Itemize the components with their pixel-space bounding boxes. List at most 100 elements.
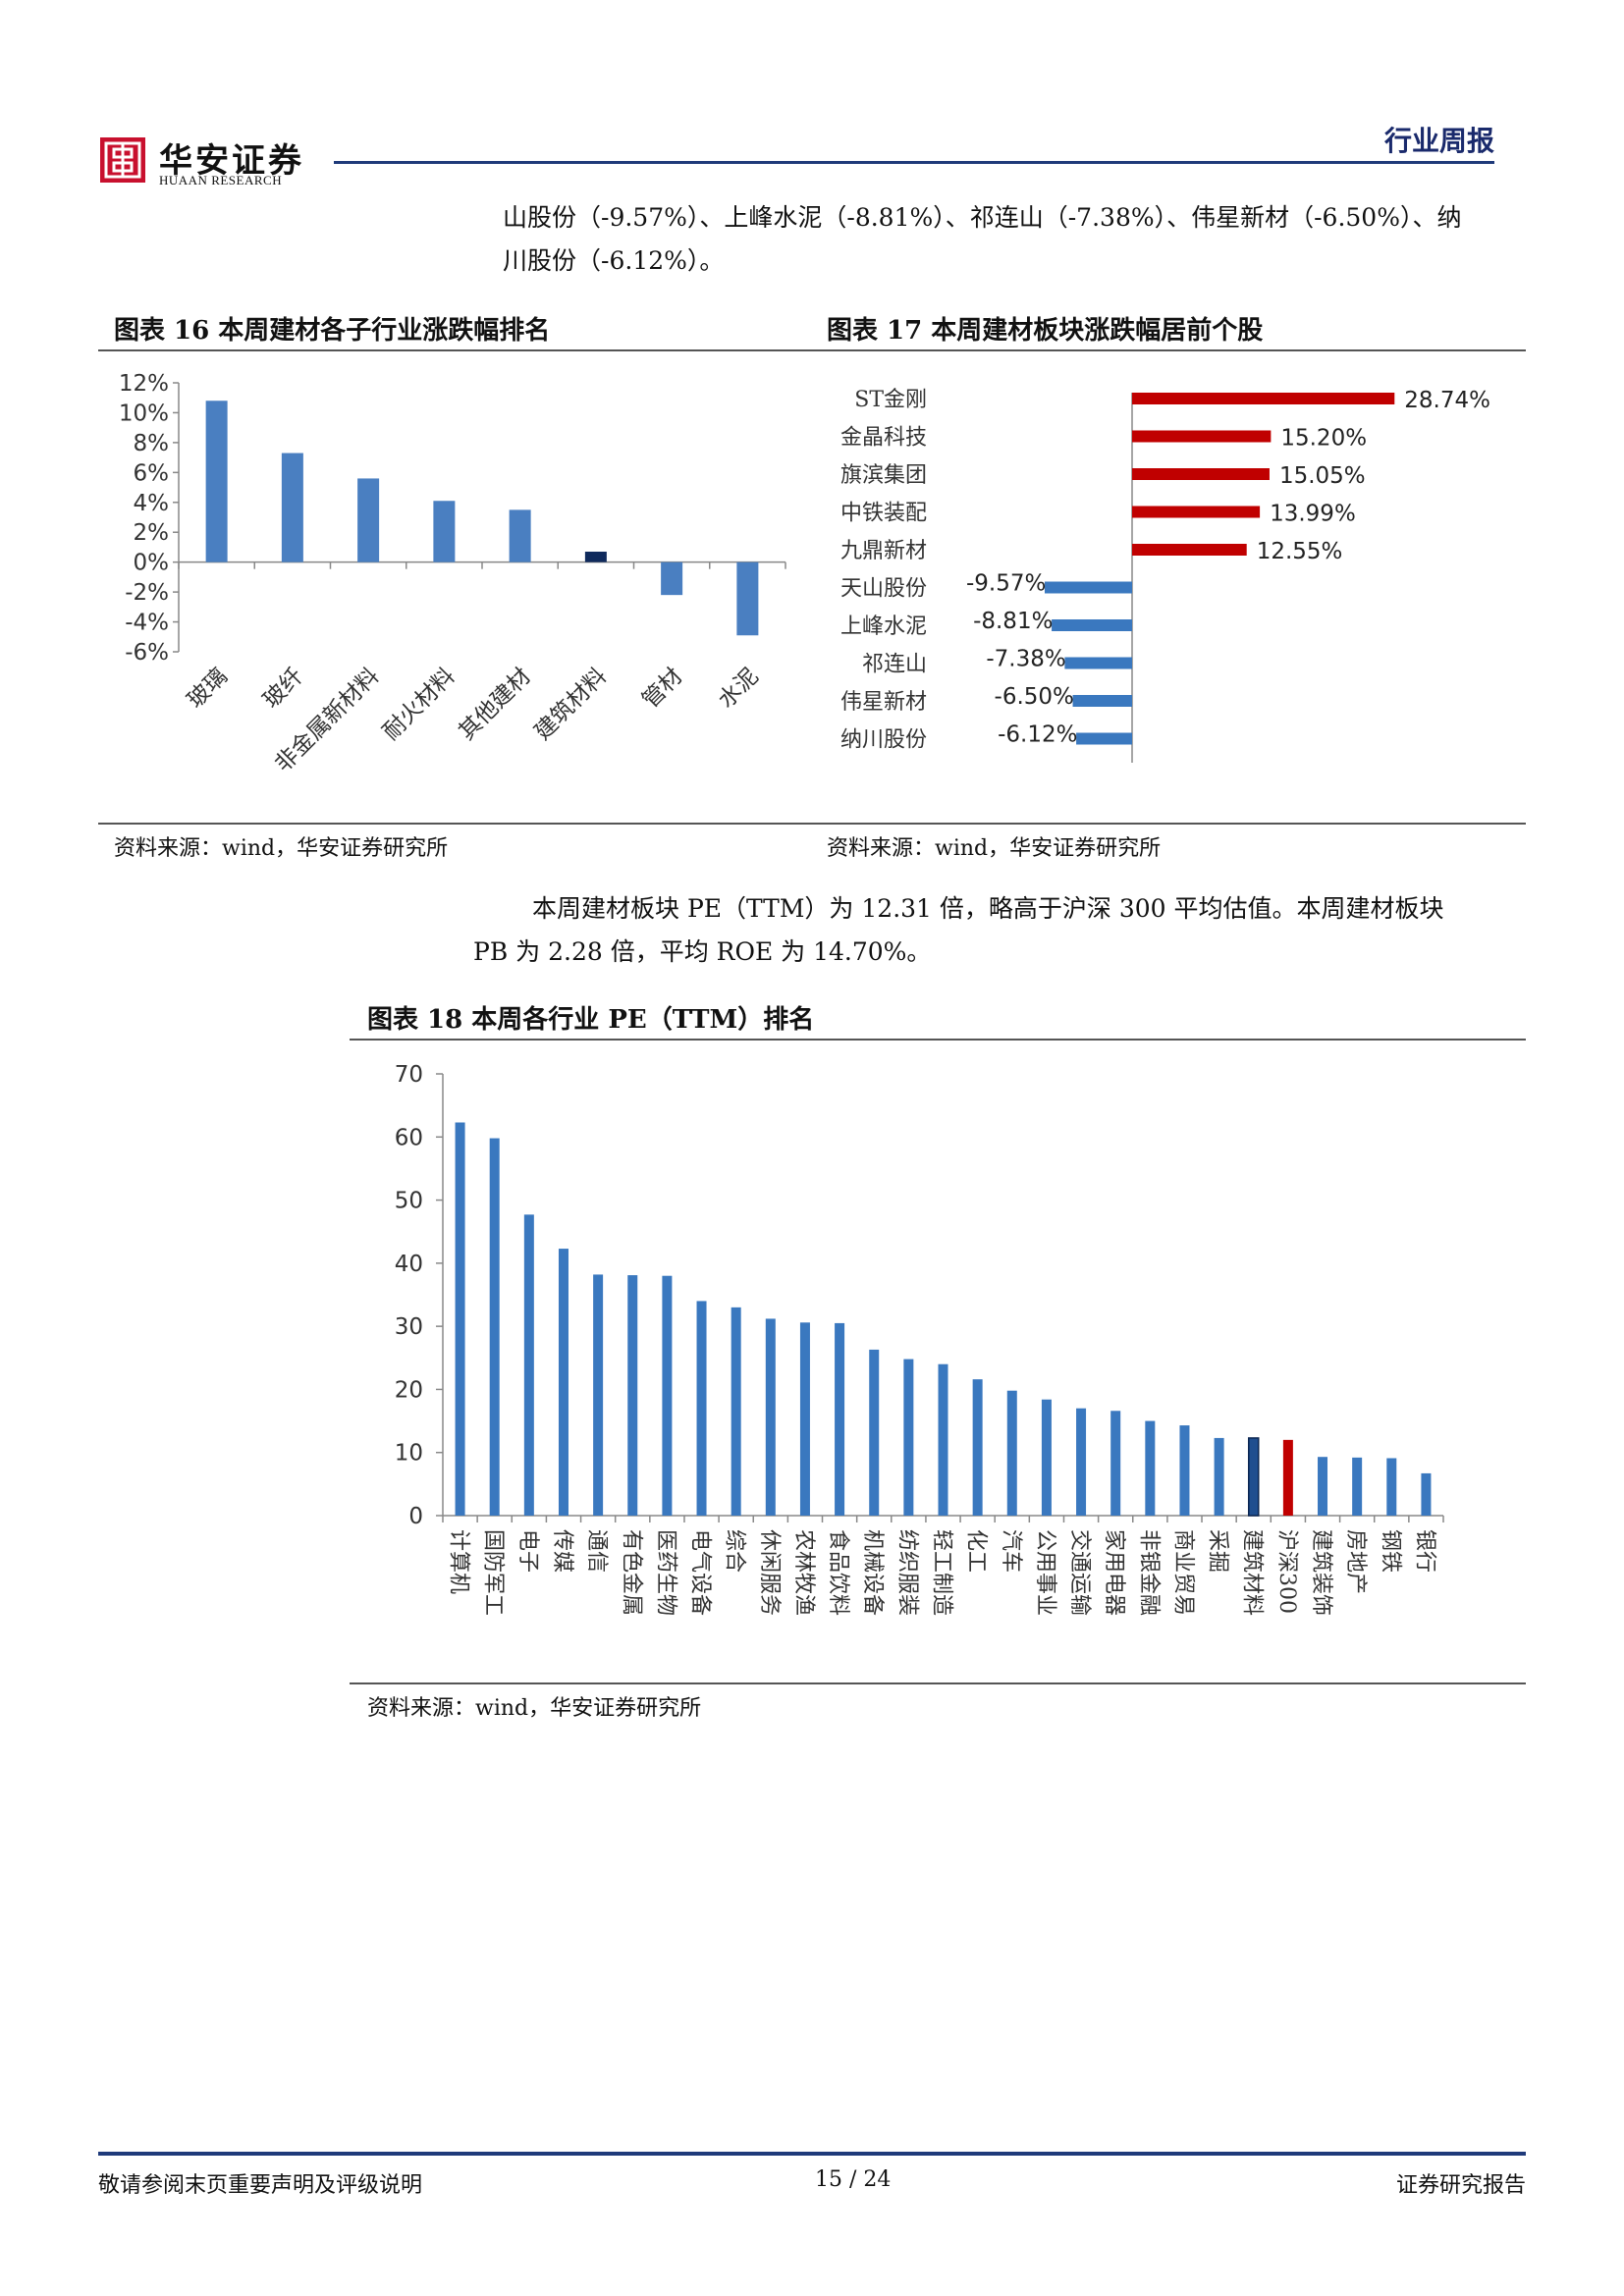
fig17-value-label: -9.57% bbox=[966, 571, 1046, 597]
fig17-bar bbox=[1132, 430, 1272, 443]
fig17-category-label: 金晶科技 bbox=[840, 426, 927, 451]
fig18-bar bbox=[1318, 1457, 1328, 1516]
fig16-source: 资料来源：wind，华安证券研究所 bbox=[114, 836, 449, 861]
fig18-bar bbox=[662, 1275, 673, 1516]
fig17-bar bbox=[1064, 657, 1132, 669]
fig18-bar bbox=[1179, 1425, 1190, 1516]
fig18-bar bbox=[523, 1214, 534, 1516]
fig18-bar bbox=[593, 1274, 604, 1516]
fig18-category-label: 公用事业 bbox=[1033, 1529, 1057, 1616]
fig18-bar bbox=[455, 1122, 465, 1516]
fig18-category-label: 房地产 bbox=[1343, 1529, 1368, 1594]
fig18-category-label: 交通运输 bbox=[1067, 1529, 1092, 1616]
fig18-bar bbox=[627, 1275, 638, 1516]
fig18-category-label: 食品饮料 bbox=[826, 1529, 850, 1616]
fig18-category-label: 有色金属 bbox=[619, 1529, 643, 1616]
fig17-bar bbox=[1132, 393, 1395, 404]
fig17-category-label: 上峰水泥 bbox=[840, 614, 927, 639]
fig18-bar bbox=[903, 1359, 914, 1516]
fig17-bar bbox=[1072, 695, 1132, 707]
fig18-category-label: 商业贸易 bbox=[1170, 1529, 1195, 1616]
fig17-category-label: ST金刚 bbox=[854, 388, 927, 412]
fig18-bar bbox=[1352, 1457, 1363, 1516]
fig17-value-label: -6.12% bbox=[998, 722, 1077, 748]
fig18-bar bbox=[1076, 1408, 1087, 1516]
fig16-y-tick-label: 0% bbox=[134, 551, 170, 576]
fig16-title: 图表 16 本周建材各子行业涨跌幅排名 bbox=[114, 316, 551, 346]
report-type: 行业周报 bbox=[1383, 125, 1494, 157]
fig18-category-label: 沪深300 bbox=[1274, 1529, 1299, 1614]
fig16-bar bbox=[661, 561, 683, 596]
logo-text: 华安证券 bbox=[159, 141, 304, 181]
fig16-y-tick-label: 10% bbox=[119, 400, 169, 426]
fig18-bar bbox=[1145, 1420, 1156, 1516]
fig18-category-label: 家用电器 bbox=[1102, 1529, 1126, 1616]
fig16-bar bbox=[205, 400, 228, 562]
fig18-category-label: 传媒 bbox=[550, 1529, 574, 1573]
fig18-bar bbox=[938, 1363, 948, 1516]
fig18-bar bbox=[972, 1379, 983, 1516]
fig17-value-label: 15.20% bbox=[1280, 426, 1367, 452]
intro-line-2: 川股份（-6.12%）。 bbox=[503, 246, 725, 275]
fig16-y-tick-label: 4% bbox=[134, 491, 170, 516]
fig17-bar bbox=[1132, 544, 1247, 556]
fig17-category-label: 纳川股份 bbox=[840, 728, 927, 753]
fig16-category-label: 玻纤 bbox=[258, 664, 308, 714]
fig18-category-label: 休闲服务 bbox=[757, 1529, 782, 1616]
fig18-bar bbox=[696, 1301, 707, 1516]
fig16-category-label: 水泥 bbox=[714, 664, 764, 714]
fig17-value-label: -8.81% bbox=[973, 609, 1053, 634]
body-line-2: PB 为 2.28 倍，平均 ROE 为 14.70%。 bbox=[473, 937, 932, 966]
fig18-y-tick-label: 70 bbox=[395, 1062, 423, 1088]
intro-line-1: 山股份（-9.57%）、上峰水泥（-8.81%）、祁连山（-7.38%）、伟星新… bbox=[503, 203, 1462, 232]
fig18-category-label: 农林牧渔 bbox=[791, 1529, 816, 1616]
fig16-y-tick-label: -2% bbox=[125, 580, 169, 606]
fig17-value-label: 15.05% bbox=[1279, 463, 1366, 489]
footer-divider bbox=[98, 2152, 1526, 2156]
fig18-category-label: 化工 bbox=[964, 1529, 989, 1573]
fig16-y-tick-label: -4% bbox=[125, 611, 169, 636]
fig18-bar bbox=[1386, 1458, 1397, 1516]
fig18-bar bbox=[765, 1318, 776, 1516]
fig16-category-label: 耐火材料 bbox=[378, 664, 460, 745]
fig16-y-tick-label: 8% bbox=[134, 431, 170, 456]
fig18-bar bbox=[1110, 1411, 1121, 1516]
fig18-category-label: 非银金融 bbox=[1136, 1529, 1161, 1616]
fig18-bottom-rule bbox=[350, 1682, 1526, 1684]
header-divider bbox=[334, 161, 1494, 164]
fig18-category-label: 纺织服装 bbox=[894, 1529, 919, 1616]
footer-doc-type: 证券研究报告 bbox=[1395, 2173, 1526, 2198]
fig16-y-tick-label: 12% bbox=[119, 371, 169, 397]
fig18-category-label: 综合 bbox=[723, 1529, 747, 1573]
fig18-category-label: 轻工制造 bbox=[930, 1529, 954, 1616]
fig18-bar bbox=[489, 1138, 500, 1516]
fig18-bar bbox=[1006, 1390, 1017, 1516]
fig17-category-label: 旗滨集团 bbox=[840, 463, 927, 488]
fig16-y-tick-label: 2% bbox=[134, 520, 170, 546]
fig16-category-label: 建筑材料 bbox=[530, 664, 612, 745]
fig16-bar bbox=[736, 561, 759, 636]
fig17-category-label: 中铁装配 bbox=[840, 502, 927, 526]
fig18-bar bbox=[1421, 1472, 1432, 1516]
fig18-bar bbox=[799, 1322, 810, 1516]
page-number: 15 / 24 bbox=[815, 2167, 892, 2192]
fig18-source: 资料来源：wind，华安证券研究所 bbox=[367, 1696, 702, 1721]
fig17-category-label: 九鼎新材 bbox=[840, 539, 927, 563]
fig17-source: 资料来源：wind，华安证券研究所 bbox=[827, 836, 1162, 861]
fig18-bar bbox=[558, 1249, 568, 1516]
fig18-category-label: 采掘 bbox=[1206, 1529, 1230, 1573]
fig17-bar bbox=[1044, 581, 1132, 594]
fig16-category-label: 其他建材 bbox=[454, 664, 535, 745]
fig17-value-label: 28.74% bbox=[1404, 388, 1490, 413]
fig18-y-tick-label: 30 bbox=[395, 1314, 423, 1340]
fig17-title: 图表 17 本周建材板块涨跌幅居前个股 bbox=[827, 316, 1264, 346]
fig18-y-tick-label: 10 bbox=[395, 1441, 423, 1467]
fig18-y-tick-label: 60 bbox=[395, 1125, 423, 1150]
fig17-chart: ST金刚 28.74% 金晶科技 15.20% 旗滨集团 15.05% 中铁装配 13.99%… bbox=[840, 388, 1490, 763]
fig18-bar bbox=[1214, 1437, 1224, 1516]
fig16-bar bbox=[281, 453, 303, 562]
company-logo-icon bbox=[100, 137, 145, 183]
fig17-bar bbox=[1076, 732, 1132, 745]
fig18-category-label: 银行 bbox=[1412, 1529, 1436, 1573]
fig17-value-label: -6.50% bbox=[995, 684, 1074, 710]
